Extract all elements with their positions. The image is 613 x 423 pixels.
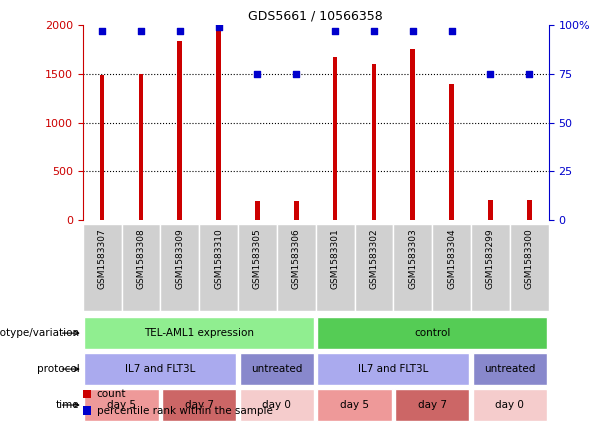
Bar (277, 224, 316, 311)
Text: day 5: day 5 (107, 400, 136, 410)
Bar (473, 389, 547, 421)
Point (253, 71, 262, 77)
Bar (240, 353, 314, 385)
Bar (432, 224, 471, 311)
Text: TEL-AML1 expression: TEL-AML1 expression (144, 328, 254, 338)
Text: GSM1583308: GSM1583308 (137, 228, 145, 289)
Bar (354, 224, 394, 311)
Point (291, 71, 301, 77)
Text: day 5: day 5 (340, 400, 369, 410)
Bar (100, 75, 104, 220)
Point (136, 28, 146, 35)
Text: GSM1583303: GSM1583303 (408, 228, 417, 289)
Bar (139, 74, 143, 220)
Text: day 0: day 0 (495, 400, 524, 410)
Bar (85, 317, 314, 349)
Text: untreated: untreated (484, 364, 536, 374)
Bar (394, 224, 432, 311)
Point (485, 71, 495, 77)
Point (369, 28, 379, 35)
Bar (161, 224, 199, 311)
Text: GSM1583299: GSM1583299 (486, 228, 495, 289)
Text: GSM1583307: GSM1583307 (97, 228, 107, 289)
Bar (238, 224, 277, 311)
Title: GDS5661 / 10566358: GDS5661 / 10566358 (248, 10, 383, 23)
Text: GSM1583305: GSM1583305 (253, 228, 262, 289)
Bar (83, 390, 91, 398)
Text: GSM1583301: GSM1583301 (330, 228, 340, 289)
Text: GSM1583300: GSM1583300 (525, 228, 534, 289)
Bar (411, 49, 415, 220)
Bar (527, 200, 531, 220)
Bar (83, 407, 91, 415)
Bar (371, 64, 376, 220)
Text: count: count (97, 389, 126, 399)
Text: GSM1583304: GSM1583304 (447, 228, 456, 289)
Bar (121, 224, 161, 311)
Bar (294, 201, 299, 220)
Text: GSM1583306: GSM1583306 (292, 228, 301, 289)
Text: control: control (414, 328, 451, 338)
Bar (318, 317, 547, 349)
Bar (333, 57, 337, 220)
Bar (395, 389, 470, 421)
Text: genotype/variation: genotype/variation (0, 328, 80, 338)
Bar (199, 224, 238, 311)
Point (408, 28, 417, 35)
Bar (255, 201, 260, 220)
Bar (216, 28, 221, 220)
Bar (510, 224, 549, 311)
Text: day 0: day 0 (262, 400, 291, 410)
Text: day 7: day 7 (417, 400, 447, 410)
Bar (316, 224, 354, 311)
Text: GSM1583309: GSM1583309 (175, 228, 185, 289)
Bar (162, 389, 237, 421)
Text: untreated: untreated (251, 364, 303, 374)
Bar (178, 41, 182, 220)
Text: day 7: day 7 (185, 400, 214, 410)
Text: percentile rank within the sample: percentile rank within the sample (97, 406, 273, 415)
Bar (240, 389, 314, 421)
Point (447, 28, 457, 35)
Bar (471, 224, 510, 311)
Bar (85, 389, 159, 421)
Text: GSM1583310: GSM1583310 (214, 228, 223, 289)
Point (97, 28, 107, 35)
Point (175, 28, 185, 35)
Bar (488, 200, 493, 220)
Text: IL7 and FLT3L: IL7 and FLT3L (358, 364, 428, 374)
Point (524, 71, 534, 77)
Bar (318, 353, 470, 385)
Bar (449, 84, 454, 220)
Bar (83, 224, 121, 311)
Point (214, 24, 224, 31)
Text: protocol: protocol (37, 364, 80, 374)
Point (330, 28, 340, 35)
Text: IL7 and FLT3L: IL7 and FLT3L (125, 364, 196, 374)
Text: time: time (56, 400, 80, 410)
Bar (85, 353, 237, 385)
Bar (473, 353, 547, 385)
Bar (318, 389, 392, 421)
Text: GSM1583302: GSM1583302 (370, 228, 378, 289)
